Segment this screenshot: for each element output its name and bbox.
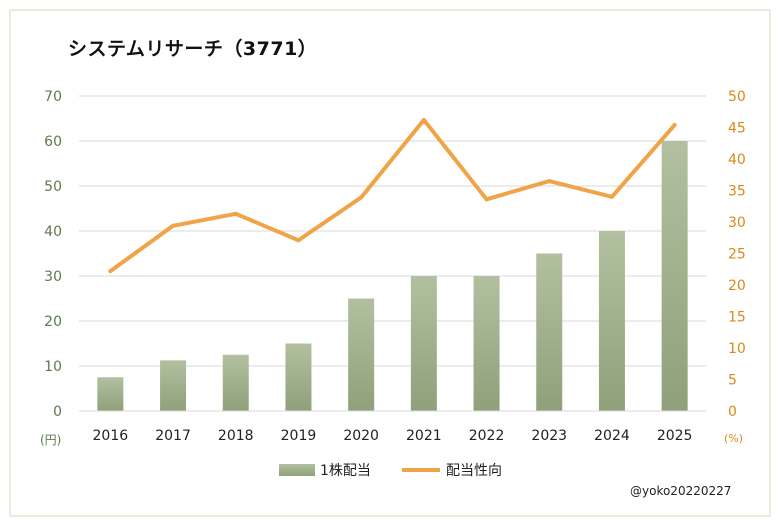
right-tick-label: 40 <box>728 152 746 168</box>
x-tick-label: 2023 <box>531 428 567 444</box>
right-tick-label: 30 <box>728 215 746 231</box>
x-tick-label: 2016 <box>93 428 129 444</box>
right-tick-label: 0 <box>728 404 737 420</box>
line-point <box>421 117 426 122</box>
line-point <box>171 223 176 228</box>
bar <box>222 354 249 411</box>
left-axis-unit: (円) <box>40 433 61 447</box>
line-point <box>547 179 552 184</box>
left-tick-label: 50 <box>44 179 62 195</box>
bar <box>473 276 500 411</box>
left-tick-label: 30 <box>44 269 62 285</box>
chart-title: システムリサーチ（3771） <box>68 38 318 60</box>
bar <box>97 377 124 411</box>
bar <box>598 231 625 411</box>
left-tick-label: 0 <box>53 404 62 420</box>
legend-bar-swatch <box>279 464 315 476</box>
right-tick-label: 5 <box>728 373 737 389</box>
legend-bar-label: 1株配当 <box>320 463 371 479</box>
x-tick-label: 2018 <box>218 428 254 444</box>
right-tick-label: 45 <box>728 121 746 137</box>
right-tick-label: 15 <box>728 310 746 326</box>
right-tick-label: 10 <box>728 341 746 357</box>
line-point <box>672 122 677 127</box>
line-point <box>359 195 364 200</box>
left-tick-label: 20 <box>44 314 62 330</box>
bar <box>661 141 688 411</box>
chart-frame <box>9 9 771 517</box>
x-tick-label: 2022 <box>469 428 505 444</box>
left-tick-label: 40 <box>44 224 62 240</box>
watermark: @yoko20220227 <box>630 484 732 498</box>
line-point <box>484 197 489 202</box>
right-axis-unit: (%) <box>724 432 743 445</box>
right-tick-label: 20 <box>728 278 746 294</box>
x-tick-label: 2025 <box>657 428 693 444</box>
bar <box>285 343 312 411</box>
line-series <box>108 117 677 274</box>
line-point <box>296 238 301 243</box>
left-tick-label: 60 <box>44 134 62 150</box>
x-tick-label: 2024 <box>594 428 630 444</box>
left-tick-label: 10 <box>44 359 62 375</box>
x-tick-label: 2017 <box>155 428 191 444</box>
bar <box>536 253 563 411</box>
right-tick-label: 50 <box>728 89 746 105</box>
x-tick-label: 2021 <box>406 428 442 444</box>
line-point <box>108 269 113 274</box>
bar <box>410 276 437 411</box>
right-tick-label: 25 <box>728 247 746 263</box>
bar <box>348 298 375 411</box>
x-tick-label: 2020 <box>343 428 379 444</box>
line-point <box>609 194 614 199</box>
right-tick-label: 35 <box>728 184 746 200</box>
bar <box>160 360 187 411</box>
x-tick-label: 2019 <box>281 428 317 444</box>
left-tick-label: 70 <box>44 89 62 105</box>
line-point <box>233 211 238 216</box>
legend-line-label: 配当性向 <box>446 463 502 479</box>
